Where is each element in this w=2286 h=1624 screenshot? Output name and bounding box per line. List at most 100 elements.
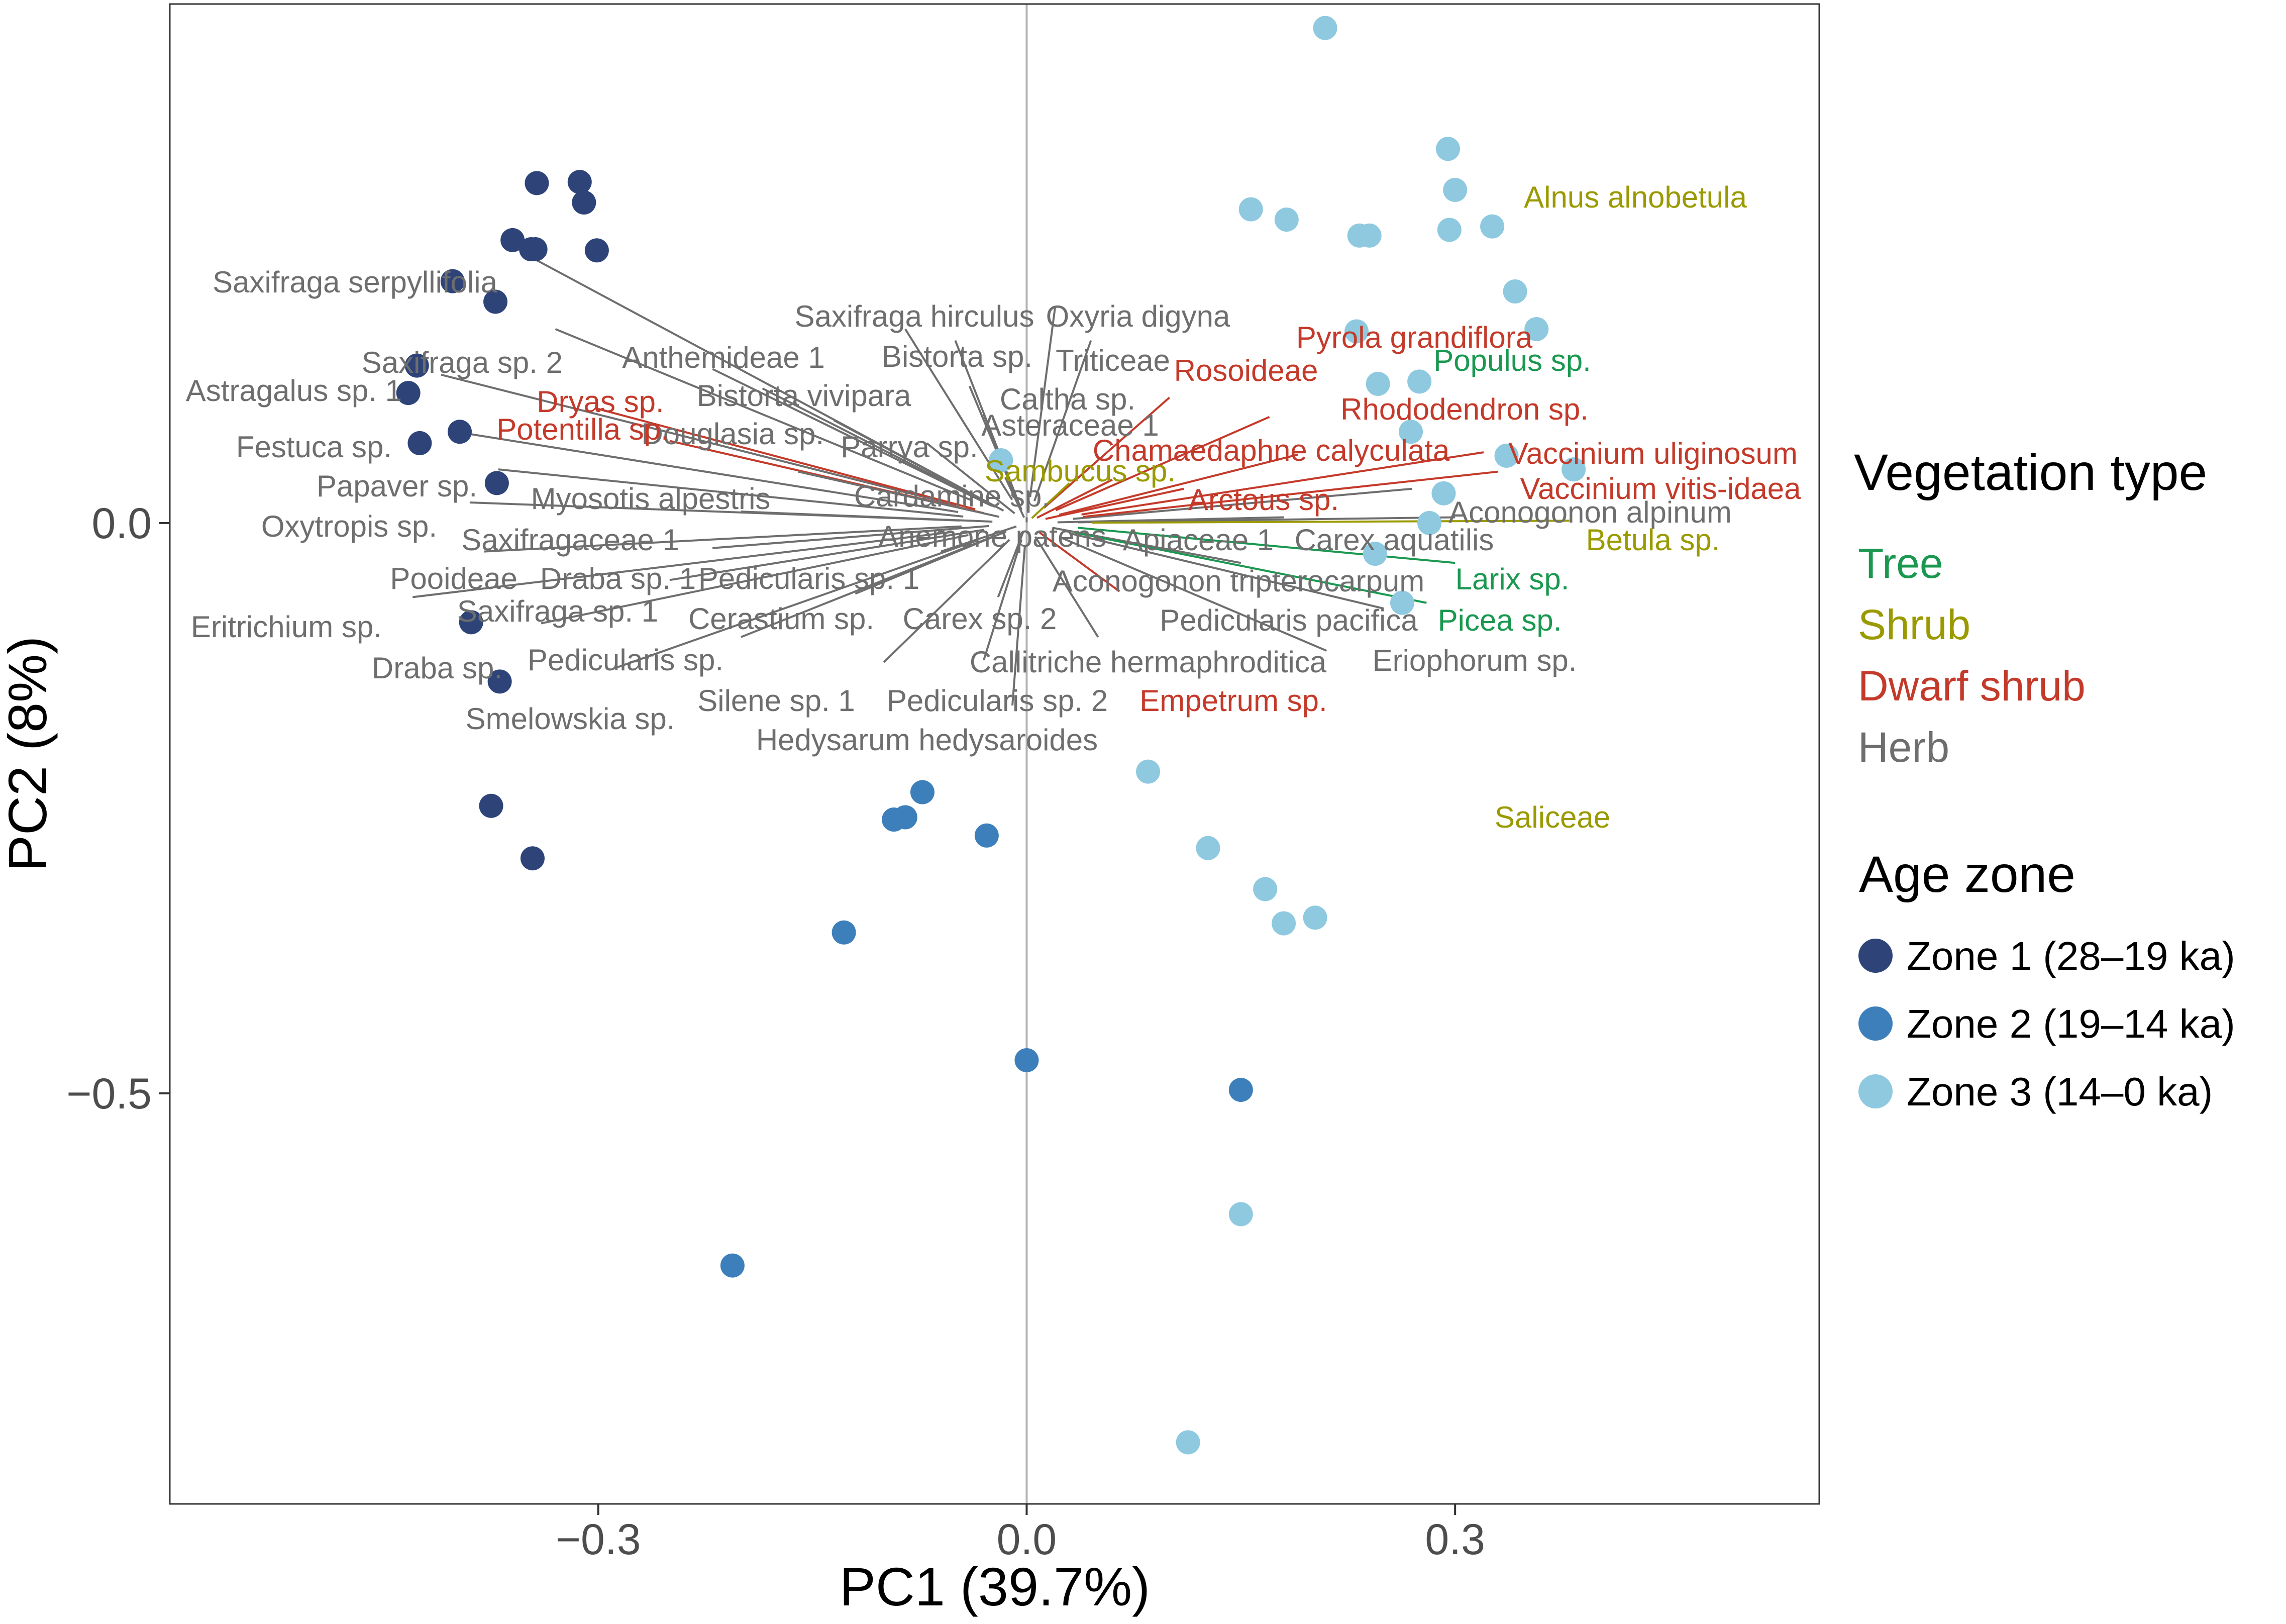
point-z1	[484, 471, 509, 495]
loading-label-vaccinium-vitis-idaea: Vaccinium vitis-idaea	[1520, 472, 1801, 505]
x-axis-title: PC1 (39.7%)	[840, 1556, 1150, 1617]
point-z3	[1431, 481, 1456, 505]
point-z3	[1435, 137, 1460, 161]
loading-label-rhododendron-sp: Rhododendron sp.	[1340, 392, 1589, 426]
loading-line-vaccinium-uliginosum	[1081, 451, 1484, 516]
loading-line-draba-sp	[541, 534, 969, 625]
legend-vegetation-type: Vegetation type Tree Shrub Dwarf shrub Herb	[1854, 444, 2207, 771]
loading-label-pyrola-grandiflora: Pyrola grandiflora	[1296, 321, 1533, 354]
loading-label-arctous-sp: Arctous sp.	[1188, 483, 1339, 517]
legend-veg-tree: Tree	[1858, 540, 1943, 587]
loading-line-rhododendron-sp	[1055, 416, 1270, 512]
loading-line-sambucus-sp	[1031, 482, 1071, 519]
loading-line-smelowskia-sp	[612, 539, 978, 670]
loading-label-cerastium-sp: Cerastium sp.	[688, 602, 874, 636]
loading-label-chamaedaphne-calyculata: Chamaedaphne calyculata	[1093, 434, 1450, 467]
loading-label-bistorta-sp: Bistorta sp.	[882, 340, 1032, 373]
point-z3	[1253, 877, 1278, 901]
loading-label-caltha-sp: Caltha sp.	[1000, 382, 1135, 416]
loading-label-festuca-sp: Festuca sp.	[236, 430, 392, 464]
point-z3	[1562, 457, 1586, 482]
point-z3	[1136, 759, 1161, 784]
y-axis: 0.0 −0.5	[66, 499, 170, 1118]
legend-age-zone-title: Age zone	[1859, 846, 2075, 903]
loading-label-betula-sp: Betula sp.	[1586, 523, 1720, 557]
point-z2	[720, 1253, 745, 1278]
score-points	[396, 16, 1586, 1455]
loading-label-hedysarum-hedysaroides: Hedysarum hedysaroides	[756, 723, 1098, 757]
plot-panel: Saxifraga serpyllifolia Saxifraga sp. 2 An…	[169, 3, 1820, 1505]
loading-label-dryas-sp: Dryas sp.	[537, 385, 664, 419]
point-z3	[1238, 197, 1263, 222]
legend-zone-key-z3	[1858, 1074, 1893, 1108]
loading-line-aconogonon-alpinum	[1073, 487, 1413, 520]
point-z1	[523, 237, 548, 262]
loading-label-pooideae: Pooideae	[390, 562, 517, 595]
loading-line-douglasia-sp	[833, 419, 1004, 512]
loading-label-callitriche-hermaphroditica: Callitriche hermaphroditica	[970, 645, 1327, 679]
loading-label-eritrichium-sp: Eritrichium sp.	[191, 610, 382, 644]
loading-line-pedicularis-sp	[741, 536, 993, 638]
point-z2	[1014, 1048, 1039, 1072]
point-z1	[459, 610, 483, 635]
point-z2	[974, 823, 999, 848]
loading-line-carex-sp-2	[997, 531, 1024, 598]
plot-panel-background	[170, 4, 1819, 1504]
loading-line-cardamine-sp	[1004, 477, 1025, 518]
loading-line-chamaedaphne-calyculata	[1036, 478, 1113, 519]
loading-line-parrya-sp	[926, 442, 1015, 515]
legend-zone-key-z1	[1858, 939, 1893, 973]
loading-line-pedicularis-sp-2	[983, 539, 1023, 660]
loading-label-myosotis-alpestris: Myosotis alpestris	[531, 482, 771, 516]
loading-line-larix-sp	[1078, 527, 1456, 564]
loading-line-astragalus-sp-1	[441, 373, 957, 506]
legend-age-zone: Age zone Zone 1 (28–19 ka) Zone 2 (19–14 …	[1858, 846, 2235, 1114]
point-z1	[500, 228, 525, 252]
loading-line-saxifraga-sp-1	[669, 529, 984, 581]
point-z1	[520, 846, 545, 871]
loading-label-triticeae: Triticeae	[1056, 344, 1170, 377]
loading-label-anemone-patens: Anemone patens	[878, 520, 1106, 553]
loading-line-pedicularis-sp-1	[941, 525, 1017, 553]
loading-line-hedysarum-hedysaroides	[1011, 545, 1026, 706]
loading-label-larix-sp: Larix sp.	[1456, 562, 1570, 596]
loading-line-eritrichium-sp	[412, 531, 954, 598]
legend-zone-key-z2	[1858, 1006, 1893, 1041]
loading-line-pedicularis-pacifica	[1069, 532, 1384, 610]
loading-line-arctous-sp	[1045, 487, 1184, 520]
loading-line-carex-aquatilis	[1078, 516, 1456, 524]
loading-label-populus-sp: Populus sp.	[1433, 344, 1591, 377]
point-z1	[567, 170, 592, 194]
loading-labels: Saxifraga serpyllifolia Saxifraga sp. 2 An…	[186, 180, 1801, 834]
loading-line-anthemideae-1	[712, 368, 990, 505]
legend-vegetation-title: Vegetation type	[1854, 444, 2207, 501]
point-z3	[1494, 443, 1519, 468]
loading-label-bistorta-vivipara: Bistorta vivipara	[697, 379, 911, 413]
point-z3	[1480, 214, 1505, 239]
legend-veg-herb: Herb	[1858, 724, 1949, 771]
loading-label-saxifraga-sp-1: Saxifraga sp. 1	[457, 594, 658, 628]
loading-arrows	[412, 254, 1570, 706]
point-z3	[989, 448, 1013, 472]
loading-line-vaccinium-vitis-idaea	[1083, 470, 1498, 518]
loading-label-oxytropis-sp: Oxytropis sp.	[261, 510, 437, 543]
loading-label-carex-sp-2: Carex sp. 2	[903, 602, 1057, 636]
loading-label-douglasia-sp: Douglasia sp.	[641, 417, 824, 451]
loading-line-saxifragaceae-1	[741, 511, 993, 523]
x-tick-label: −0.3	[556, 1515, 641, 1564]
point-z1	[479, 793, 503, 818]
legend-veg-shrub: Shrub	[1858, 601, 1970, 648]
point-z3	[1437, 218, 1462, 242]
loading-label-astragalus-sp-1: Astragalus sp. 1	[186, 374, 402, 408]
loading-line-festuca-sp	[455, 431, 959, 514]
loading-label-carex-aquatilis: Carex aquatilis	[1295, 523, 1494, 557]
point-z3	[1443, 178, 1468, 202]
loading-line-pooideae	[484, 525, 962, 553]
y-tick-label: 0.0	[91, 499, 152, 548]
loading-label-papaver-sp: Papaver sp.	[317, 469, 477, 503]
point-z1	[584, 238, 609, 263]
loading-label-draba-sp-1: Draba sp. 1	[540, 562, 696, 595]
y-tick-label: −0.5	[66, 1070, 152, 1118]
loading-line-silene-sp-1	[883, 539, 1010, 663]
loading-label-potentilla-sp: Potentilla sp.	[496, 413, 669, 446]
